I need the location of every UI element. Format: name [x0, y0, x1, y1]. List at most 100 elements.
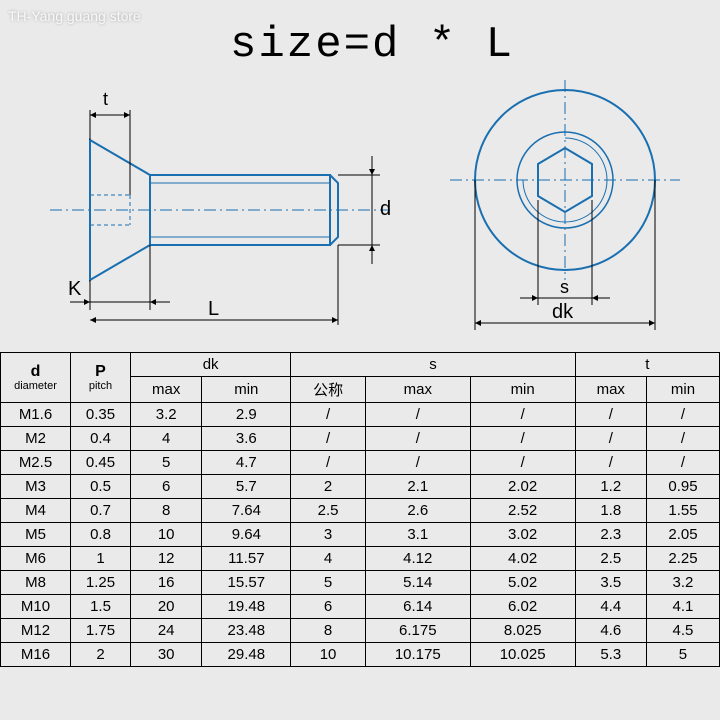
table-row: M1623029.481010.17510.0255.35 [1, 643, 720, 667]
table-cell: 1.2 [575, 475, 646, 499]
table-body: M1.60.353.22.9/////M20.443.6/////M2.50.4… [1, 403, 720, 667]
screw-side-view: t K L d [20, 50, 400, 330]
table-cell: 1 [71, 547, 131, 571]
table-cell: 0.95 [646, 475, 719, 499]
table-cell: / [291, 427, 366, 451]
table-cell: 0.5 [71, 475, 131, 499]
table-cell: 5.14 [365, 571, 470, 595]
table-cell: 5.7 [202, 475, 291, 499]
table-cell: 4 [131, 427, 202, 451]
table-cell: 2 [291, 475, 366, 499]
dim-label-l: L [208, 298, 219, 320]
th-s: s [291, 353, 575, 377]
table-cell: 3.1 [365, 523, 470, 547]
table-cell: 5 [131, 451, 202, 475]
table-cell: 5.3 [575, 643, 646, 667]
table-cell: 10 [291, 643, 366, 667]
table-cell: 4.7 [202, 451, 291, 475]
table-row: M2.50.4554.7///// [1, 451, 720, 475]
table-cell: 3.2 [646, 571, 719, 595]
th-dk-max: max [131, 377, 202, 403]
table-cell: 2.5 [291, 499, 366, 523]
th-s-max: max [365, 377, 470, 403]
table-cell: / [365, 427, 470, 451]
table-cell: 15.57 [202, 571, 291, 595]
table-cell: M5 [1, 523, 71, 547]
table-cell: 4.6 [575, 619, 646, 643]
table-cell: / [575, 403, 646, 427]
table-row: M101.52019.4866.146.024.44.1 [1, 595, 720, 619]
table-cell: 3 [291, 523, 366, 547]
table-cell: / [470, 451, 575, 475]
table-cell: 3.6 [202, 427, 291, 451]
dim-label-dk: dk [552, 301, 574, 323]
table-cell: M8 [1, 571, 71, 595]
table-row: M1.60.353.22.9///// [1, 403, 720, 427]
table-cell: 6.14 [365, 595, 470, 619]
table-cell: 4.5 [646, 619, 719, 643]
table-cell: 3.2 [131, 403, 202, 427]
table-cell: 0.7 [71, 499, 131, 523]
table-cell: 4.12 [365, 547, 470, 571]
th-s-min: min [470, 377, 575, 403]
th-d: d diameter [1, 353, 71, 403]
table-cell: 2.25 [646, 547, 719, 571]
table-cell: 0.35 [71, 403, 131, 427]
th-s-nom: 公称 [291, 377, 366, 403]
table-cell: / [291, 403, 366, 427]
th-t-min: min [646, 377, 719, 403]
spec-table: d diameter P pitch dk s t max min 公称 max… [0, 352, 720, 667]
table-cell: 0.45 [71, 451, 131, 475]
dim-label-k: K [68, 278, 82, 300]
table-row: M20.443.6///// [1, 427, 720, 451]
dim-label-s: s [560, 277, 569, 297]
table-row: M611211.5744.124.022.52.25 [1, 547, 720, 571]
table-cell: 16 [131, 571, 202, 595]
table-cell: M16 [1, 643, 71, 667]
table-cell: 9.64 [202, 523, 291, 547]
table-row: M30.565.722.12.021.20.95 [1, 475, 720, 499]
table-cell: / [470, 427, 575, 451]
table-cell: 23.48 [202, 619, 291, 643]
table-cell: M4 [1, 499, 71, 523]
table-cell: / [365, 403, 470, 427]
table-cell: 2.02 [470, 475, 575, 499]
table-cell: 3.5 [575, 571, 646, 595]
table-cell: 2.1 [365, 475, 470, 499]
table-cell: 7.64 [202, 499, 291, 523]
table-cell: 1.25 [71, 571, 131, 595]
table-cell: M2.5 [1, 451, 71, 475]
table-cell: 2.52 [470, 499, 575, 523]
table-cell: 6 [131, 475, 202, 499]
table-cell: / [646, 403, 719, 427]
table-cell: 8 [291, 619, 366, 643]
table-cell: 2.05 [646, 523, 719, 547]
th-t-max: max [575, 377, 646, 403]
table-cell: 0.8 [71, 523, 131, 547]
dim-label-t: t [103, 89, 108, 109]
table-row: M40.787.642.52.62.521.81.55 [1, 499, 720, 523]
th-dk: dk [131, 353, 291, 377]
table-cell: M3 [1, 475, 71, 499]
table-cell: 1.55 [646, 499, 719, 523]
table-cell: / [646, 427, 719, 451]
table-cell: / [470, 403, 575, 427]
table-cell: 5 [291, 571, 366, 595]
table-cell: / [575, 427, 646, 451]
table-cell: 10.175 [365, 643, 470, 667]
table-cell: / [575, 451, 646, 475]
table-cell: 10.025 [470, 643, 575, 667]
table-cell: 20 [131, 595, 202, 619]
diagram-area: size=d * L t K L [0, 0, 720, 350]
table-cell: 10 [131, 523, 202, 547]
table-cell: 8.025 [470, 619, 575, 643]
table-cell: 2.9 [202, 403, 291, 427]
table-cell: 24 [131, 619, 202, 643]
spec-table-container: d diameter P pitch dk s t max min 公称 max… [0, 352, 720, 667]
table-cell: 8 [131, 499, 202, 523]
table-cell: 2.6 [365, 499, 470, 523]
table-cell: / [646, 451, 719, 475]
table-row: M50.8109.6433.13.022.32.05 [1, 523, 720, 547]
table-cell: / [291, 451, 366, 475]
table-cell: M2 [1, 427, 71, 451]
